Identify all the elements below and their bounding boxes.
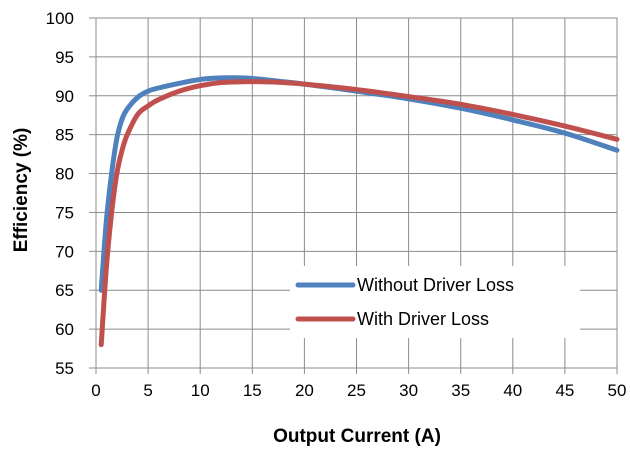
y-tick-label: 80	[55, 165, 74, 184]
y-tick-label: 100	[46, 9, 74, 28]
x-tick-label: 5	[143, 381, 152, 400]
series-line-without-driver-loss	[98, 75, 620, 293]
y-axis-title: Efficiency (%)	[11, 128, 32, 253]
x-tick-label: 35	[451, 381, 470, 400]
series-line-with-driver-loss	[98, 79, 620, 348]
x-tick-label: 20	[295, 381, 314, 400]
legend-label-with-driver-loss: With Driver Loss	[357, 309, 489, 329]
series-layer	[98, 75, 620, 348]
y-tick-label: 75	[55, 203, 74, 222]
y-tick-label: 95	[55, 48, 74, 67]
legend-label-without-driver-loss: Without Driver Loss	[357, 275, 514, 295]
x-axis-title: Output Current (A)	[273, 426, 441, 447]
tick-labels: 0 5 10 15 20 25 30 35 40 45 50 55 60 65 70 75 80 85 90 95 10…	[46, 9, 627, 400]
y-tick-label: 65	[55, 281, 74, 300]
x-tick-label: 10	[191, 381, 210, 400]
x-tick-label: 45	[555, 381, 574, 400]
x-tick-label: 25	[347, 381, 366, 400]
y-tick-label: 60	[55, 320, 74, 339]
x-tick-label: 40	[503, 381, 522, 400]
legend: Without Driver Loss With Driver Loss	[290, 266, 580, 338]
y-tick-label: 55	[55, 359, 74, 378]
y-tick-label: 90	[55, 87, 74, 106]
x-tick-label: 0	[91, 381, 100, 400]
y-tick-label: 70	[55, 242, 74, 261]
x-tick-label: 30	[399, 381, 418, 400]
legend-background	[290, 266, 580, 338]
x-tick-label: 50	[608, 381, 627, 400]
y-tick-label: 85	[55, 126, 74, 145]
x-tick-label: 15	[243, 381, 262, 400]
